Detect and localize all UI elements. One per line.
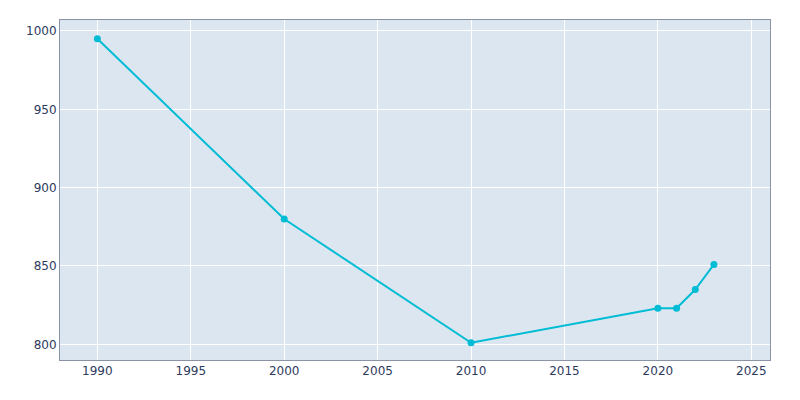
svg-text:1990: 1990 <box>82 364 113 378</box>
svg-text:2015: 2015 <box>549 364 580 378</box>
svg-text:2020: 2020 <box>643 364 674 378</box>
svg-text:2000: 2000 <box>269 364 300 378</box>
svg-text:850: 850 <box>34 259 57 273</box>
svg-text:900: 900 <box>34 181 57 195</box>
svg-text:2025: 2025 <box>736 364 767 378</box>
svg-text:2005: 2005 <box>362 364 393 378</box>
svg-text:800: 800 <box>34 338 57 352</box>
svg-text:950: 950 <box>34 103 57 117</box>
svg-text:2010: 2010 <box>456 364 487 378</box>
svg-text:1995: 1995 <box>176 364 207 378</box>
svg-text:1000: 1000 <box>26 24 57 38</box>
